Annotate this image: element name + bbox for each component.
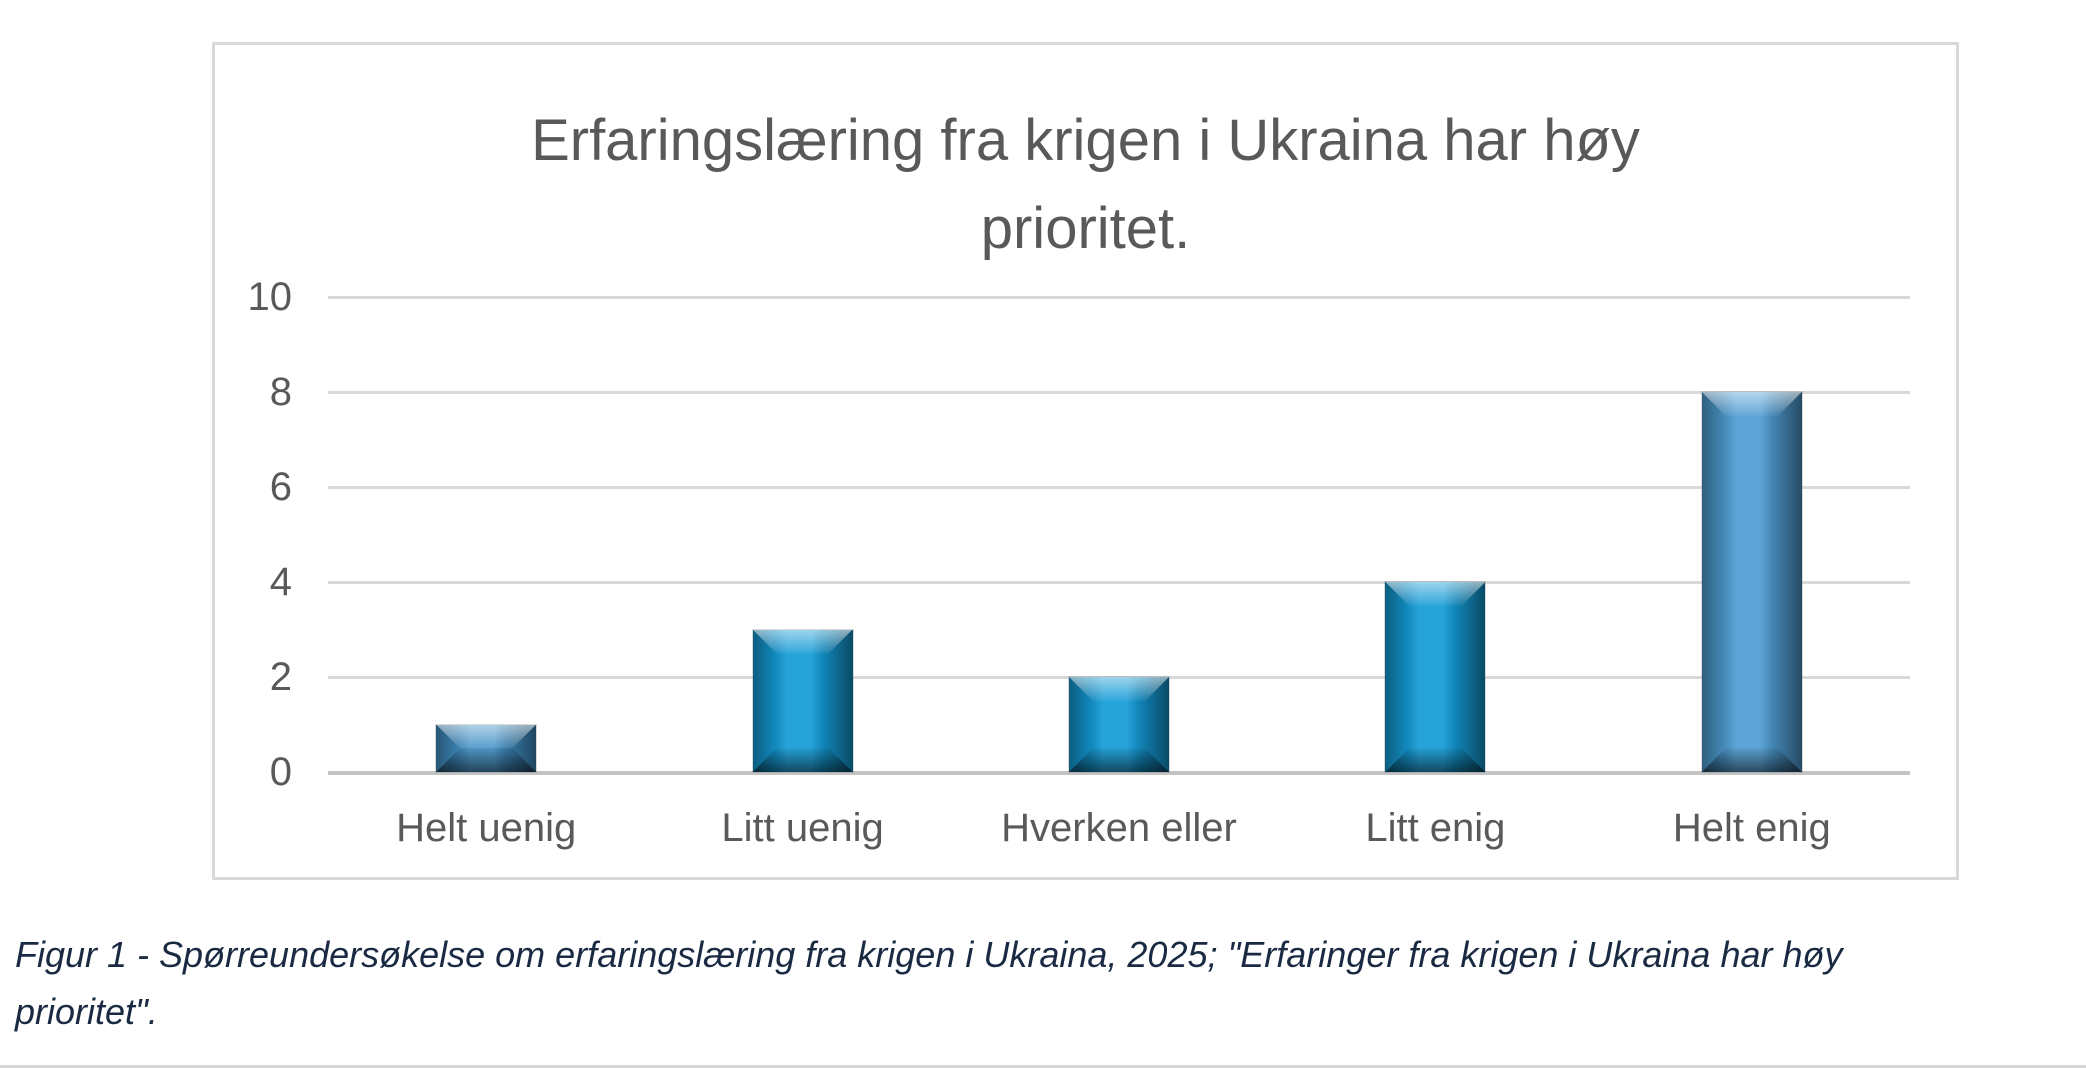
gridline-y8: [328, 391, 1910, 394]
bar-helt-uenig: [436, 724, 537, 772]
gridline-y4: [328, 581, 1910, 584]
gridline-y6: [328, 486, 1910, 489]
y-tick-label-2: 2: [269, 655, 292, 699]
gridline-y10: [328, 296, 1910, 299]
bar-litt-uenig: [752, 629, 853, 772]
x-category-label-helt-uenig: Helt uenig: [396, 806, 577, 850]
bar-litt-enig: [1385, 582, 1486, 772]
figure-caption: Figur 1 - Spørreundersøkelse om erfaring…: [15, 926, 2055, 1040]
bar-face: [1701, 392, 1802, 772]
bar-hverken-eller: [1069, 677, 1169, 772]
bar-face: [1385, 582, 1486, 772]
chart-title-line1: Erfaringslæring fra krigen i Ukraina har…: [531, 108, 1640, 173]
y-tick-label-0: 0: [269, 750, 292, 794]
figure-caption-line1: Figur 1 - Spørreundersøkelse om erfaring…: [15, 934, 1843, 975]
plot-area: 0 2 4 6 8 10 Helt uenig Litt uenig Hverken eller…: [215, 45, 1956, 877]
x-category-label-litt-enig: Litt enig: [1365, 806, 1506, 850]
y-tick-label-4: 4: [269, 560, 292, 604]
y-tick-label-10: 10: [247, 275, 293, 319]
y-tick-label-6: 6: [269, 465, 292, 509]
bar-helt-enig: [1701, 392, 1802, 772]
y-tick-label-8: 8: [269, 370, 292, 414]
x-category-label-helt-enig: Helt enig: [1672, 806, 1831, 850]
page-bottom-rule: [0, 1065, 2086, 1068]
x-category-label-litt-uenig: Litt uenig: [721, 806, 884, 850]
chart-frame: Erfaringslæring fra krigen i Ukraina har…: [212, 42, 1959, 880]
chart-title: Erfaringslæring fra krigen i Ukraina har…: [215, 97, 1956, 273]
x-category-label-hverken-eller: Hverken eller: [1001, 806, 1237, 850]
figure-caption-line2: prioritet".: [15, 991, 158, 1032]
x-axis-line: [328, 771, 1910, 775]
chart-title-line2: prioritet.: [980, 196, 1191, 261]
